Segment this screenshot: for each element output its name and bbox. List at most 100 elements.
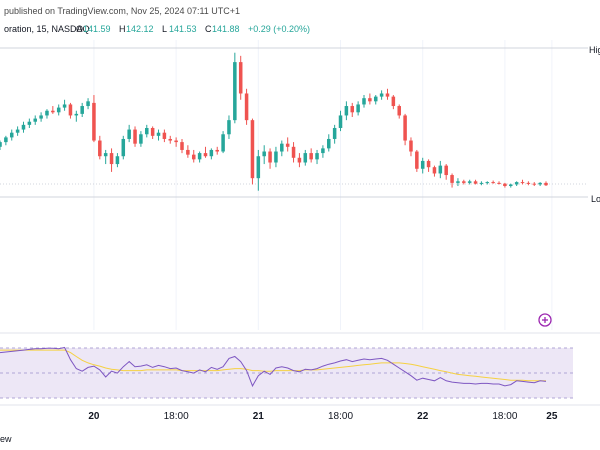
candle-body bbox=[491, 182, 495, 184]
candle-body bbox=[191, 154, 196, 160]
candle bbox=[362, 95, 366, 108]
candle bbox=[168, 135, 173, 144]
candle-body bbox=[74, 113, 79, 116]
candle-body bbox=[62, 104, 67, 108]
candle bbox=[103, 149, 108, 165]
candle bbox=[532, 182, 537, 187]
rsi-line bbox=[0, 346, 547, 388]
candle bbox=[244, 88, 249, 125]
candle-body bbox=[4, 137, 8, 143]
candle-body bbox=[86, 101, 90, 107]
candle bbox=[227, 115, 231, 139]
candle bbox=[92, 95, 96, 143]
candle bbox=[133, 126, 137, 147]
candle bbox=[39, 112, 43, 122]
candle-body bbox=[21, 124, 26, 130]
candle bbox=[127, 124, 131, 143]
time-tick-label: 18:00 bbox=[328, 411, 353, 422]
candle bbox=[456, 178, 460, 187]
candle-body bbox=[344, 106, 349, 116]
candle bbox=[115, 153, 120, 168]
ohlc-value: 141.59 bbox=[83, 24, 111, 34]
candle-body bbox=[256, 156, 261, 179]
candle-body bbox=[356, 104, 360, 113]
candle-body bbox=[0, 142, 2, 147]
candle bbox=[420, 157, 425, 174]
candle-body bbox=[45, 110, 49, 116]
candle-body bbox=[438, 165, 443, 174]
candle bbox=[438, 160, 443, 179]
candle bbox=[191, 149, 196, 163]
candle bbox=[250, 118, 255, 185]
candle-body bbox=[39, 115, 43, 119]
candle bbox=[150, 126, 155, 139]
candle bbox=[280, 140, 284, 157]
candle-body bbox=[368, 98, 372, 102]
candle bbox=[426, 159, 431, 172]
candle bbox=[327, 134, 331, 152]
candle-body bbox=[291, 146, 296, 158]
candle bbox=[256, 149, 261, 191]
candle bbox=[233, 52, 237, 124]
candle-body bbox=[514, 182, 519, 185]
candle bbox=[268, 148, 272, 169]
ohlc-label: O bbox=[76, 24, 83, 34]
time-axis: 20 18:00 21 18:00 22 18:00 25 bbox=[88, 411, 557, 422]
candle bbox=[145, 124, 149, 138]
candle bbox=[520, 179, 525, 185]
candle-body bbox=[250, 120, 255, 179]
candle-body bbox=[51, 110, 55, 113]
candle bbox=[33, 115, 37, 125]
candle-body bbox=[315, 153, 319, 160]
candle bbox=[315, 149, 319, 165]
rsi-band bbox=[0, 348, 573, 398]
candle bbox=[432, 165, 437, 177]
candle-body bbox=[538, 182, 542, 185]
candle-body bbox=[139, 134, 143, 144]
candle bbox=[526, 181, 531, 186]
candle-body bbox=[473, 181, 478, 184]
ohlc-label: C bbox=[205, 24, 212, 34]
candle bbox=[285, 137, 290, 152]
candle-body bbox=[209, 149, 214, 157]
time-tick-label: 21 bbox=[253, 411, 265, 422]
candle-body bbox=[80, 106, 84, 114]
candle bbox=[21, 121, 26, 133]
publish-note: published on TradingView.com, Nov 25, 20… bbox=[4, 6, 240, 16]
candle bbox=[62, 99, 67, 111]
candle-body bbox=[479, 182, 484, 184]
candle bbox=[9, 129, 14, 141]
candle-body bbox=[180, 142, 184, 150]
candle bbox=[309, 148, 313, 163]
time-tick-label: 20 bbox=[88, 411, 100, 422]
high-price-label: Hig bbox=[589, 45, 600, 55]
candle bbox=[462, 179, 466, 185]
candle-body bbox=[497, 182, 501, 184]
candle-body bbox=[197, 153, 202, 160]
candle bbox=[4, 135, 8, 146]
candle-body bbox=[9, 132, 14, 138]
candle-body bbox=[244, 93, 249, 121]
candle bbox=[86, 98, 90, 110]
candle bbox=[203, 146, 208, 158]
candle bbox=[503, 182, 507, 188]
time-tick-label: 22 bbox=[417, 411, 429, 422]
ohlc-label: H bbox=[119, 24, 126, 34]
candle-body bbox=[403, 115, 407, 141]
candle-body bbox=[162, 132, 167, 139]
add-indicator-button[interactable] bbox=[538, 313, 552, 327]
candle bbox=[485, 181, 490, 185]
candle bbox=[139, 131, 143, 147]
candle-body bbox=[432, 167, 437, 174]
candle-body bbox=[420, 160, 425, 169]
candle bbox=[238, 55, 243, 100]
candle bbox=[186, 145, 190, 158]
candle bbox=[403, 113, 407, 146]
candle bbox=[51, 106, 55, 114]
candle bbox=[15, 126, 20, 136]
candle-body bbox=[350, 106, 355, 113]
candle bbox=[45, 109, 49, 119]
candle bbox=[297, 153, 302, 168]
candle bbox=[156, 129, 161, 141]
time-tick-label: 25 bbox=[546, 411, 558, 422]
